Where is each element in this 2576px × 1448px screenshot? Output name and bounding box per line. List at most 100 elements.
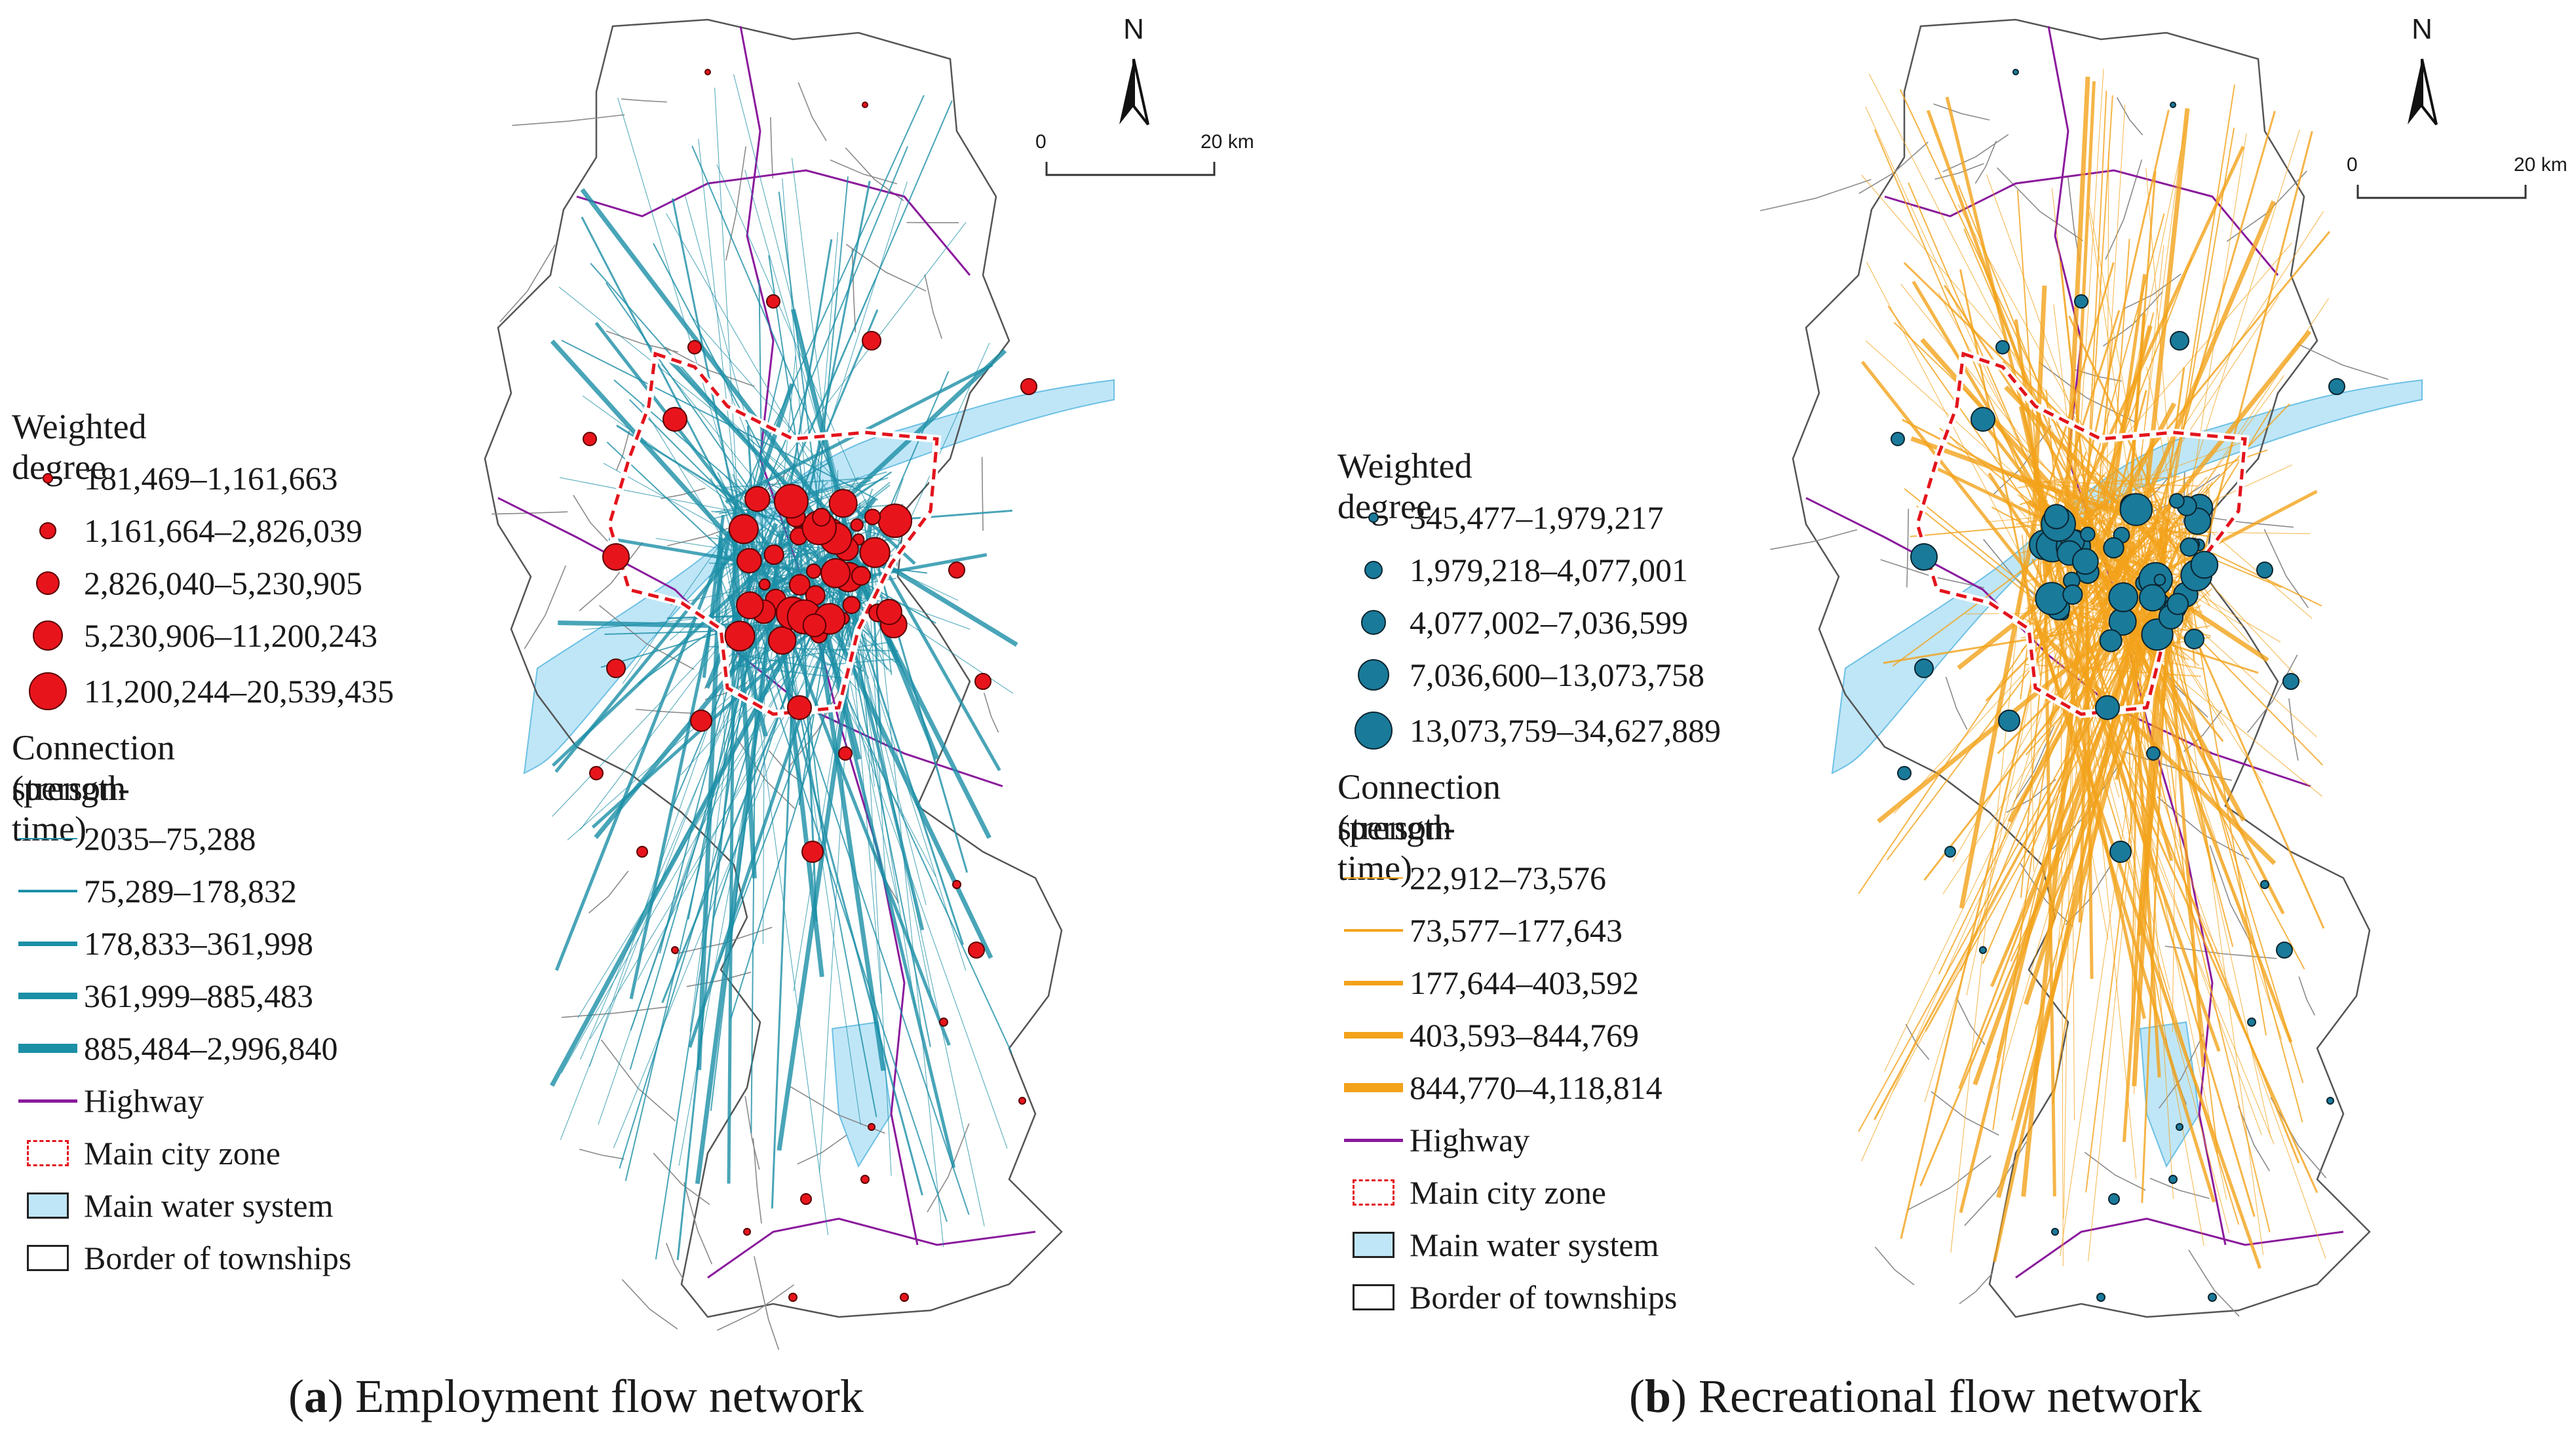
township-border: [2298, 976, 2316, 1016]
network-node: [743, 1228, 751, 1236]
township-border: [661, 487, 706, 499]
network-node: [744, 486, 771, 512]
network-node: [788, 574, 811, 596]
network-node: [2153, 573, 2166, 586]
flow-line: [2021, 613, 2174, 639]
strength-class-1: 2035–75,288: [12, 819, 256, 858]
flow-line: [2157, 504, 2208, 629]
township-border: [524, 565, 567, 649]
border-swatch-icon: [1353, 1284, 1394, 1310]
flow-line: [561, 553, 858, 1073]
township-border: [927, 1123, 970, 1213]
strength-class-label: 177,644–403,592: [1410, 964, 1639, 1001]
strength-class-label: 75,289–178,832: [84, 873, 297, 909]
network-node: [2108, 1193, 2120, 1205]
network-node: [2119, 493, 2153, 526]
flow-line: [740, 100, 953, 594]
network-node: [2138, 584, 2166, 612]
degree-class-4: 5,230,906–11,200,243: [12, 616, 377, 655]
township-border: [2105, 159, 2143, 260]
network-node: [862, 102, 868, 108]
township-border: [2270, 1097, 2327, 1179]
network-node: [2247, 1018, 2256, 1027]
degree-class-1: 181,469–1,161,663: [12, 459, 338, 498]
township-border: [579, 542, 644, 611]
network-node: [968, 942, 985, 959]
degree-class-label: 7,036,600–13,073,758: [1410, 657, 1704, 693]
strength-line-icon: [18, 993, 77, 999]
network-node: [2183, 628, 2205, 650]
flow-line: [1865, 340, 2078, 531]
flow-line: [710, 573, 776, 1111]
strength-class-label: 844,770–4,118,814: [1410, 1069, 1663, 1106]
degree-class-3: 2,826,040–5,230,905: [12, 563, 362, 603]
strength-class-3: 178,833–361,998: [12, 924, 313, 963]
network-node: [2168, 1175, 2178, 1184]
network-node: [851, 565, 872, 586]
strength-line-icon: [1344, 1083, 1403, 1092]
flow-line: [554, 514, 737, 971]
township-border: [683, 1182, 713, 1265]
township-border: [717, 1284, 795, 1331]
flow-line: [811, 598, 886, 1071]
legend-township-border: Border of townships: [1337, 1278, 1677, 1317]
strength-class-label: 2035–75,288: [84, 820, 256, 857]
network-node: [1998, 710, 2020, 732]
township-border: [1945, 676, 1968, 730]
degree-class-label: 13,073,759–34,627,889: [1410, 712, 1721, 749]
degree-class-5: 11,200,244–20,539,435: [12, 672, 394, 711]
network-node: [728, 514, 759, 544]
network-node: [1897, 766, 1912, 780]
panel-caption: (a) Employment flow network: [288, 1370, 864, 1422]
network-node: [602, 543, 630, 571]
strength-line-icon: [1344, 877, 1403, 879]
city-zone-swatch-icon: [1353, 1179, 1394, 1206]
network-node: [1018, 1097, 1026, 1105]
network-node: [2276, 942, 2293, 959]
network-node: [2080, 526, 2096, 543]
flow-line: [708, 562, 816, 571]
degree-class-label: 181,469–1,161,663: [84, 460, 338, 497]
network-node: [864, 508, 881, 525]
flow-line: [827, 658, 894, 666]
network-node: [939, 1018, 948, 1027]
legend-water-system: Main water system: [1337, 1225, 1659, 1265]
north-label: N: [2412, 13, 2432, 45]
degree-class-label: 1,979,218–4,077,001: [1410, 552, 1688, 588]
network-nodes: [1891, 69, 2345, 1302]
flow-line: [815, 232, 839, 502]
network-node: [948, 562, 965, 579]
network-node: [583, 432, 597, 446]
strength-class-2: 73,577–177,643: [1337, 911, 1623, 950]
network-node: [1944, 846, 1956, 858]
network-node: [2326, 1097, 2334, 1105]
degree-dot-icon: [36, 571, 60, 595]
border-label: Border of townships: [84, 1240, 352, 1276]
flow-line: [2079, 518, 2246, 822]
flow-line: [2088, 212, 2138, 536]
degree-dot-icon: [33, 620, 63, 651]
degree-dot-icon: [1364, 561, 1383, 579]
flow-line: [720, 369, 781, 518]
flow-line: [2044, 547, 2262, 1135]
township-border: [621, 1279, 678, 1330]
township-border: [621, 98, 667, 103]
township-border: [1874, 1246, 1915, 1286]
scale-start-label: 0: [2347, 154, 2358, 176]
recreational-flow-map: [1759, 18, 2423, 1318]
flow-line: [791, 157, 842, 561]
flow-line: [666, 213, 833, 500]
degree-class-label: 5,230,906–11,200,243: [84, 617, 378, 654]
network-node: [2071, 548, 2099, 575]
flow-line: [2018, 473, 2086, 489]
flow-line: [1945, 96, 2053, 527]
highway-line-icon: [18, 1099, 77, 1103]
flow-line: [2026, 579, 2041, 677]
township-border: [1974, 140, 1997, 184]
highway-line: [1884, 169, 2279, 276]
network-node: [2146, 746, 2161, 761]
network-node: [767, 626, 797, 655]
degree-dot-icon: [1358, 659, 1389, 691]
network-node: [2260, 880, 2269, 889]
township-border: [499, 244, 556, 322]
